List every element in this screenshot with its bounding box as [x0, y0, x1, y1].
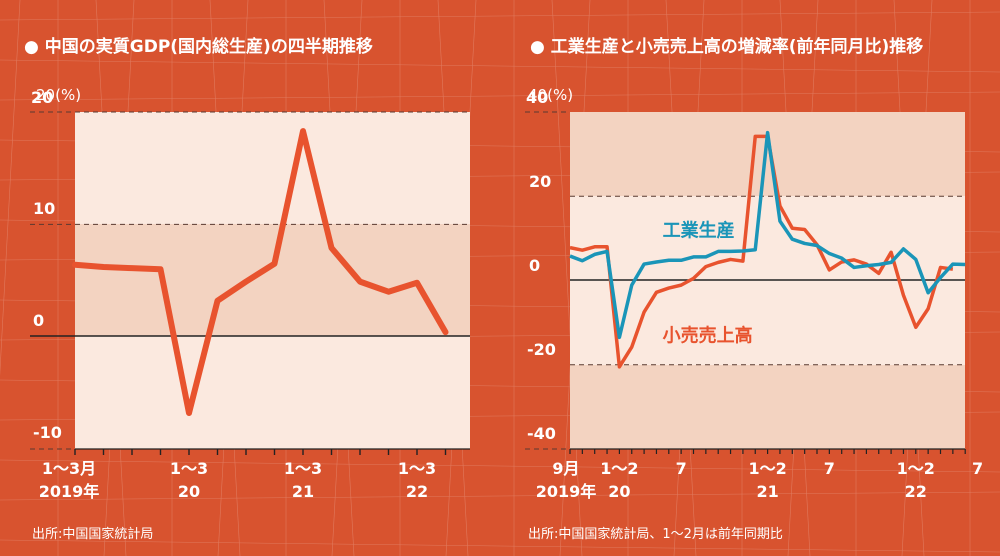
ip-ytick-40: 40 — [526, 88, 548, 107]
ip-x-ticks — [569, 449, 966, 454]
ip-retail-chart: ● 工業生産と小売売上高の増減率(前年同月比)推移 40(%) 40 20 0 … — [525, 36, 983, 542]
ip-source: 出所:中国国家統計局、1～2月は前年同期比 — [528, 526, 783, 542]
bg-line — [0, 491, 1000, 501]
bg-line — [551, 0, 583, 556]
gdp-x-labels: 1～3月 2019年 1～3 20 1～3 21 1～3 22 — [39, 459, 436, 501]
gdp-x-label: 1～3 — [284, 459, 322, 478]
bg-line — [0, 539, 1000, 553]
gdp-series-line — [72, 128, 449, 417]
bg-line — [0, 59, 1000, 73]
gdp-plot-band — [75, 224, 470, 336]
ip-x-label: 2019年 — [536, 482, 597, 501]
bg-line — [0, 0, 21, 377]
ip-x-label: 7 — [676, 459, 687, 478]
gdp-x-label: 1～3月 — [42, 459, 96, 478]
ip-x-label: 1～2 — [897, 459, 935, 478]
gdp-ytick-0: 0 — [33, 311, 44, 330]
gdp-source: 出所:中国国家統計局 — [32, 526, 153, 542]
gdp-x-label: 1～3 — [398, 459, 436, 478]
bg-line — [0, 11, 1000, 21]
gdp-unit-label: 20(%) — [36, 86, 81, 104]
gdp-x-label: 22 — [406, 482, 428, 501]
gdp-chart: ● 中国の実質GDP(国内総生産)の四半期推移 20(%) 20 10 0 -1… — [24, 36, 470, 542]
ip-x-label: 1～2 — [748, 459, 786, 478]
gdp-x-label: 1～3 — [170, 459, 208, 478]
ip-ytick-0: 0 — [529, 256, 540, 275]
gdp-chart-title: ● 中国の実質GDP(国内総生産)の四半期推移 — [24, 36, 373, 57]
ip-x-label: 7 — [824, 459, 835, 478]
bg-line — [0, 91, 1000, 101]
industrial-production-label: 工業生産 — [663, 219, 735, 241]
ip-chart-title: ● 工業生産と小売売上高の増減率(前年同月比)推移 — [530, 36, 923, 57]
gdp-x-label: 21 — [292, 482, 314, 501]
gdp-ytick-10: 10 — [33, 199, 55, 218]
gdp-ytick-20: 20 — [31, 88, 53, 107]
gdp-x-label: 20 — [178, 482, 200, 501]
ip-ytick-neg40: -40 — [527, 424, 556, 443]
ip-ytick-neg20: -20 — [527, 340, 556, 359]
ip-gridlines — [525, 111, 965, 450]
ip-unit-label: 40(%) — [528, 86, 573, 104]
ip-ytick-20: 20 — [529, 172, 551, 191]
industrial-production-line — [569, 130, 966, 340]
gdp-x-label: 2019年 — [39, 482, 100, 501]
ip-x-label: 20 — [608, 482, 630, 501]
ip-x-label: 9月 — [552, 459, 579, 478]
ip-x-label: 7 — [972, 459, 983, 478]
retail-sales-line — [569, 134, 954, 369]
bg-line — [0, 459, 1000, 473]
gdp-x-ticks — [74, 449, 447, 455]
gdp-gridlines — [30, 111, 470, 450]
retail-sales-label: 小売売上高 — [663, 325, 753, 347]
ip-x-label: 1～2 — [600, 459, 638, 478]
ip-x-label: 22 — [905, 482, 927, 501]
gdp-ytick-neg10: -10 — [33, 423, 62, 442]
ip-x-label: 21 — [756, 482, 778, 501]
